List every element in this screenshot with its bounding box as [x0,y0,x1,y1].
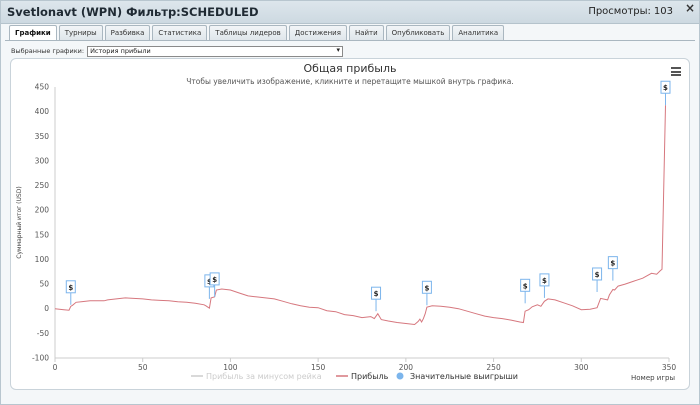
tab-achievements[interactable]: Достижения [288,25,347,40]
win-flag-label: $ [68,284,73,292]
legend-rake-profit-label[interactable]: Прибыль за минусом рейка [206,372,322,381]
y-tick-label: 250 [35,181,50,190]
win-flag-box [371,286,382,300]
win-flag-label: $ [610,260,615,268]
y-tick-label: 0 [44,304,49,313]
views-label: Просмотры: [588,6,651,17]
x-tick-label: 100 [223,363,238,372]
win-flag-box [520,278,531,292]
x-tick-label: 0 [53,363,58,372]
y-tick-label: 50 [39,280,49,289]
tab-publish[interactable]: Опубликовать [385,25,451,40]
win-flag-label: $ [663,84,668,92]
y-tick-label: 350 [35,132,50,141]
tab-search[interactable]: Найти [348,25,384,40]
y-tick-label: 100 [35,255,50,264]
y-tick-label: 300 [35,156,50,165]
y-tick-label: 200 [35,206,50,215]
tab-tournaments[interactable]: Турниры [58,25,103,40]
win-flag-box [660,80,671,94]
tab-divider [5,40,695,41]
y-tick-label: 400 [35,107,50,116]
x-tick-label: 200 [399,363,414,372]
window-title: Svetlonavt (WPN) Фильтр:SCHEDULED [7,5,259,19]
win-flag-label: $ [374,290,379,298]
chart-panel: -100 -50 0 50 100 150 200 250 300 350 400 450 0 50 100… [10,58,690,390]
win-flag-label: $ [595,271,600,279]
profit-series-line [54,105,666,326]
tab-leaderboards[interactable]: Таблицы лидеров [209,25,287,40]
x-tick-label: 300 [574,363,589,372]
legend-significant-wins-label[interactable]: Значительные выигрыши [410,372,518,381]
win-flag-box [607,256,618,270]
x-tick-label: 50 [138,363,148,372]
chevron-down-icon: ▾ [336,45,341,54]
tab-bar: Графики Турниры Разбивка Статистика Табл… [9,25,505,40]
y-tick-label: -100 [32,354,49,363]
x-tick-label: 250 [486,363,501,372]
tab-breakdown[interactable]: Разбивка [104,25,151,40]
x-axis-title: Номер игры [631,374,675,382]
chart-subtitle: Чтобы увеличить изображение, кликните и … [186,77,514,86]
win-flag-box [421,280,432,294]
win-flag-label: $ [212,276,217,284]
legend-profit-label[interactable]: Прибыль [351,372,389,381]
x-tick-label: 350 [662,363,677,372]
chart-title: Общая прибыль [303,62,397,75]
profit-chart[interactable]: -100 -50 0 50 100 150 200 250 300 350 400 450 0 50 100… [11,59,689,389]
tab-statistics[interactable]: Статистика [152,25,208,40]
x-tick-label: 150 [311,363,326,372]
win-flag-box [65,280,76,294]
chart-select[interactable]: История прибыли ▾ [87,45,344,57]
y-tick-label: 150 [35,230,50,239]
win-flag-label: $ [523,282,528,290]
views-count: 103 [653,6,673,17]
close-icon[interactable]: × [684,1,695,15]
tab-charts[interactable]: Графики [9,25,57,40]
views-counter: Просмотры: 103 [585,6,673,17]
win-flag-label: $ [542,277,547,285]
y-axis-title: Суммарный итог (USD) [16,186,23,258]
win-flag-box [592,267,603,281]
chart-selector-label: Выбранные графики: [11,47,85,55]
win-flag-box [209,272,220,286]
title-bar: Svetlonavt (WPN) Фильтр:SCHEDULED Просмо… [1,1,699,24]
y-tick-label: 450 [35,83,50,92]
chart-select-value: История прибыли [90,46,151,55]
legend-significant-wins-symbol [396,372,404,380]
win-flag-box [539,273,550,287]
hamburger-menu-icon[interactable] [671,67,681,76]
win-flag-label: $ [424,284,429,292]
win-flag-label: $ [207,278,212,286]
chart-selector-row: Выбранные графики: История прибыли ▾ [11,45,344,57]
tab-analytics[interactable]: Аналитика [452,25,505,40]
y-tick-label: -50 [37,329,49,338]
